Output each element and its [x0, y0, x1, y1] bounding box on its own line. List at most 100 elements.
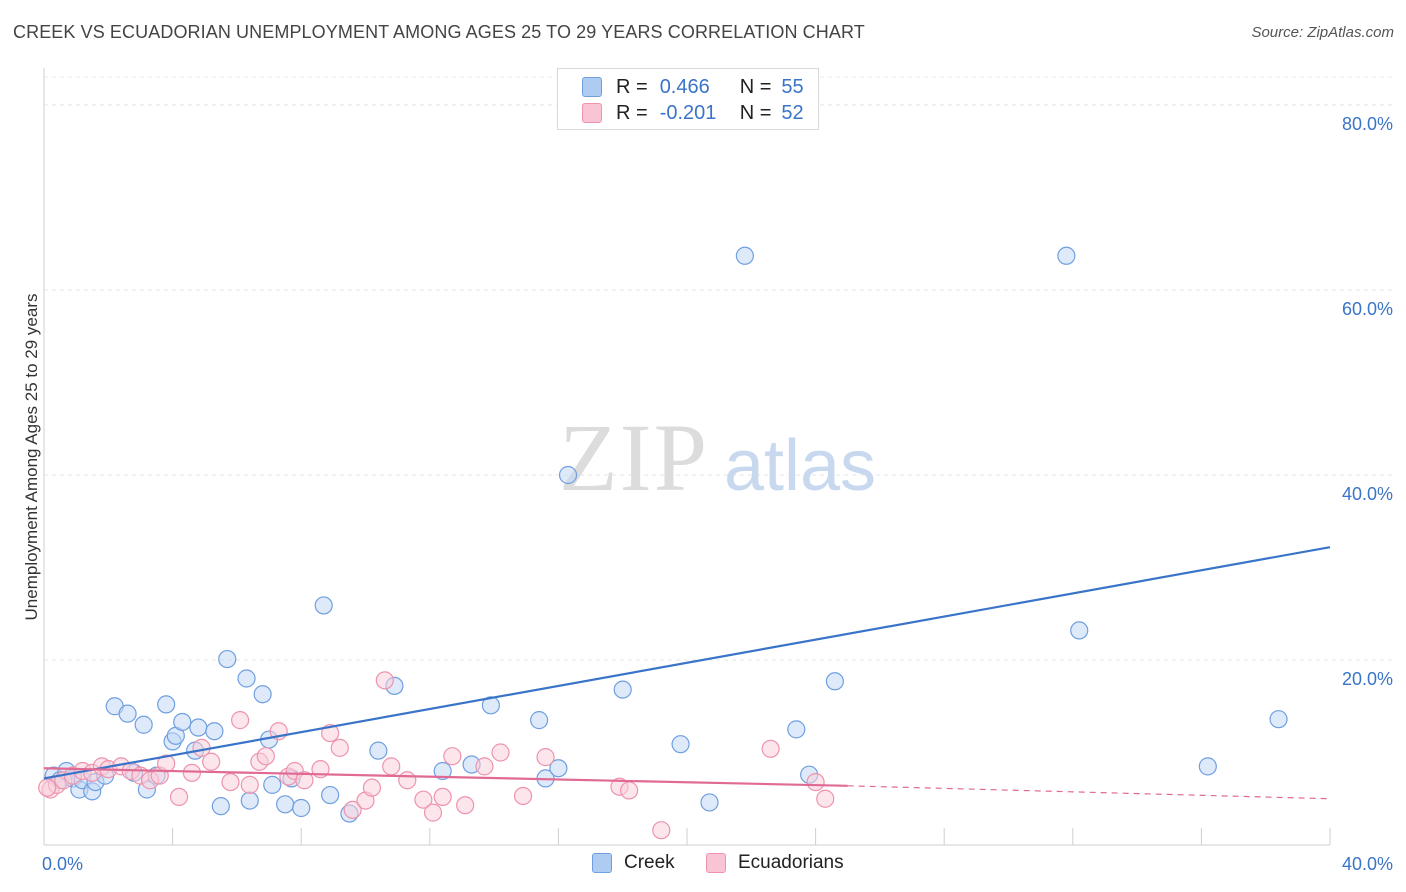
- x-tick-label: 40.0%: [1342, 854, 1393, 874]
- creek-point: [530, 711, 549, 730]
- creek-point: [263, 775, 282, 794]
- legend-n-value: 52: [781, 101, 804, 124]
- creek-point: [1198, 757, 1217, 776]
- creek-point: [157, 695, 176, 714]
- creek-point: [1057, 246, 1076, 265]
- y-tick-label: 20.0%: [1342, 669, 1393, 689]
- creek-point: [240, 791, 259, 810]
- y-tick-label: 80.0%: [1342, 114, 1393, 134]
- ecuadorians-point: [375, 671, 394, 690]
- ecuadorians-point: [330, 738, 349, 757]
- legend-r-label: R =: [616, 101, 648, 124]
- creek-point: [173, 712, 192, 732]
- creek-trend-line: [43, 546, 1331, 780]
- creek-point: [314, 596, 333, 615]
- ecuadorians-point: [38, 778, 57, 797]
- legend-n-label: N =: [739, 75, 772, 98]
- chart-title: CREEK VS ECUADORIAN UNEMPLOYMENT AMONG A…: [13, 22, 865, 42]
- ecuadorians-point: [414, 790, 433, 809]
- creek-point: [237, 669, 256, 688]
- y-tick-label: 40.0%: [1342, 484, 1393, 504]
- legend-r-label: R =: [616, 75, 648, 98]
- bottom-legend-swatch-ecuadorians: [706, 853, 726, 873]
- creek-point: [558, 465, 578, 485]
- ecuadorians-point: [443, 747, 462, 766]
- ecuadorians-point: [295, 771, 314, 790]
- creek-point: [825, 672, 844, 691]
- ecuadorians-point: [202, 752, 221, 771]
- ecuadorians-trend-extension: [847, 785, 1331, 800]
- ecuadorians-point: [652, 821, 671, 840]
- ecuadorians-point: [806, 772, 825, 792]
- y-tick-label: 60.0%: [1342, 299, 1393, 319]
- ecuadorians-point: [221, 772, 240, 792]
- creek-point: [735, 246, 754, 265]
- ecuadorians-point: [816, 789, 835, 808]
- creek-point: [134, 715, 153, 734]
- ecuadorians-point: [240, 775, 259, 794]
- ecuadorians-point: [456, 796, 475, 815]
- ecuadorians-point: [433, 787, 452, 807]
- ecuadorians-point: [256, 747, 275, 766]
- ecuadorians-point: [343, 800, 362, 819]
- legend-r-value: -0.201: [659, 101, 717, 124]
- axes: [43, 68, 1331, 846]
- ecuadorians-point: [536, 748, 555, 767]
- creek-point: [1070, 621, 1089, 640]
- ecuadorians-point: [761, 739, 780, 758]
- creek-point: [613, 680, 632, 699]
- ecuadorians-point: [513, 786, 533, 806]
- creek-point: [700, 793, 719, 812]
- creek-point: [787, 720, 806, 739]
- creek-point: [481, 696, 500, 715]
- legend-swatch-ecuadorians: [582, 103, 602, 123]
- ecuadorians-point: [169, 787, 189, 807]
- ecuadorians-point: [620, 781, 639, 800]
- tick-labels: 80.0% 60.0% 40.0% 20.0% 0.0% 40.0%: [42, 114, 1393, 874]
- bottom-legend-ecuadorians: Ecuadorians: [706, 852, 844, 874]
- creek-point: [549, 759, 568, 778]
- creek-point: [189, 718, 208, 737]
- ecuadorians-point: [157, 754, 176, 773]
- watermark-zip: ZIP: [559, 404, 709, 511]
- creek-point: [218, 649, 237, 669]
- creek-point: [276, 795, 295, 814]
- y-axis-label: Unemployment Among Ages 25 to 29 years: [22, 294, 41, 621]
- x-tick-label: 0.0%: [42, 854, 83, 874]
- creek-point: [118, 704, 137, 723]
- creek-point: [671, 735, 690, 754]
- creek-point: [321, 785, 340, 805]
- creek-point: [433, 761, 452, 781]
- data-points: [38, 246, 1288, 840]
- creek-point: [1269, 710, 1288, 729]
- watermark-atlas: atlas: [724, 426, 876, 506]
- legend-row-ecuadorians: R = -0.201 N = 52: [582, 101, 804, 125]
- creek-point: [205, 722, 224, 741]
- creek-point: [253, 685, 272, 704]
- ecuadorians-point: [182, 763, 201, 782]
- legend-r-value: 0.466: [659, 75, 710, 98]
- ecuadorians-point: [475, 757, 494, 776]
- legend-n-value: 55: [781, 75, 804, 98]
- creek-point: [211, 797, 230, 816]
- creek-point: [292, 798, 311, 818]
- bottom-legend-label-creek: Creek: [624, 852, 675, 873]
- legend-n-label: N =: [739, 101, 772, 124]
- ecuadorians-point: [491, 743, 510, 762]
- bottom-legend-swatch-creek: [592, 853, 612, 873]
- ecuadorians-trend-line: [43, 767, 848, 787]
- source-label: Source: ZipAtlas.com: [1251, 24, 1394, 41]
- ecuadorians-point: [398, 771, 417, 790]
- ecuadorians-point: [231, 711, 250, 730]
- trend-lines: [43, 546, 1331, 800]
- correlation-legend: R = 0.466 N = 55 R = -0.201 N = 52: [557, 68, 819, 130]
- ecuadorians-point: [423, 803, 443, 822]
- ecuadorians-point: [382, 757, 401, 776]
- bottom-legend-label-ecuadorians: Ecuadorians: [738, 852, 844, 873]
- legend-swatch-creek: [582, 77, 602, 97]
- legend-row-creek: R = 0.466 N = 55: [582, 75, 804, 99]
- bottom-legend-creek: Creek: [592, 852, 675, 874]
- ecuadorians-point: [362, 778, 382, 797]
- creek-point: [369, 741, 388, 760]
